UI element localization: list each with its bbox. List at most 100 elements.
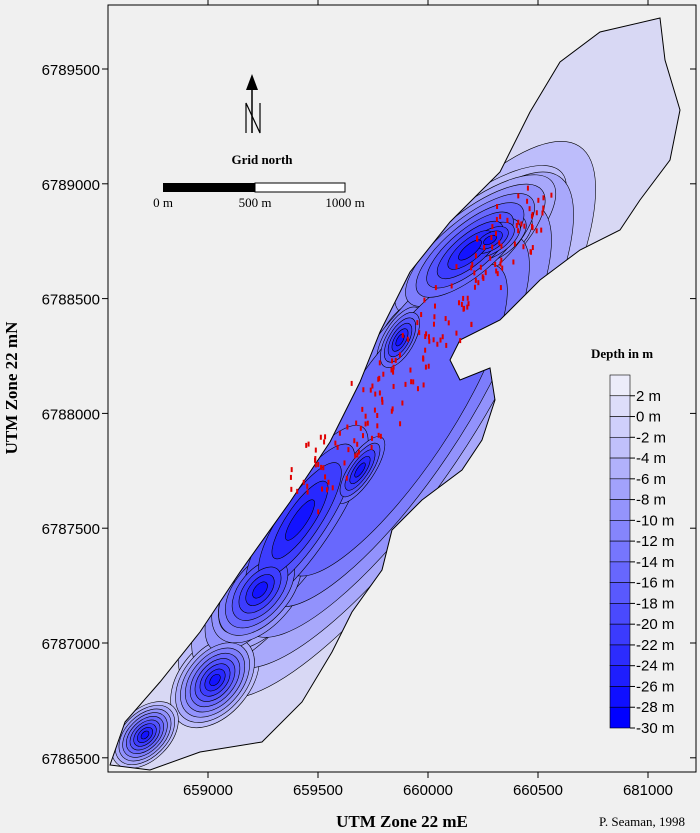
- sample-point: [390, 408, 393, 414]
- sample-point: [470, 265, 473, 271]
- sample-point: [394, 357, 397, 363]
- sample-point: [359, 425, 362, 431]
- sample-point: [412, 379, 415, 385]
- legend-swatch: [609, 395, 631, 417]
- sample-point: [523, 223, 526, 229]
- legend-swatch: [609, 416, 631, 438]
- sample-point: [526, 185, 529, 191]
- sample-point: [353, 438, 356, 444]
- sample-point: [424, 334, 427, 340]
- x-axis-title: UTM Zone 22 mE: [336, 812, 468, 831]
- sample-point: [378, 360, 381, 366]
- sample-point: [462, 306, 465, 312]
- depth-contour: [354, 462, 366, 478]
- sample-point: [334, 440, 337, 446]
- sample-point: [439, 337, 442, 343]
- legend-label: -10 m: [636, 512, 674, 529]
- sample-point: [361, 406, 364, 412]
- sample-point: [317, 509, 320, 515]
- sample-point: [535, 228, 538, 234]
- sample-point: [490, 235, 493, 241]
- sample-point: [322, 465, 325, 471]
- sample-point: [541, 210, 544, 216]
- legend-label: -28 m: [636, 699, 674, 716]
- sample-point: [526, 198, 529, 204]
- scale-label: 0 m: [153, 195, 173, 210]
- sample-point: [370, 444, 373, 450]
- sample-point: [483, 244, 486, 250]
- sample-point: [499, 261, 502, 267]
- sample-point: [466, 304, 469, 310]
- sample-point: [513, 241, 516, 247]
- legend-label: -8 m: [636, 492, 666, 509]
- sample-point: [371, 383, 374, 389]
- sample-point: [373, 407, 376, 413]
- depth-contour: [483, 234, 497, 246]
- sample-point: [392, 369, 395, 375]
- legend-swatch: [609, 457, 631, 480]
- legend-label: 0 m: [636, 409, 661, 426]
- sample-point: [496, 271, 499, 277]
- sample-point: [320, 464, 323, 470]
- sample-point: [314, 456, 317, 462]
- sample-point: [535, 210, 538, 216]
- sample-point: [336, 444, 339, 450]
- sample-point: [356, 441, 359, 447]
- legend-swatch: [609, 436, 631, 459]
- legend-label: -12 m: [636, 533, 674, 550]
- sample-point: [392, 383, 395, 389]
- sample-point: [528, 206, 531, 212]
- sample-point: [515, 222, 518, 228]
- legend-label: -6 m: [636, 471, 666, 488]
- sample-point: [433, 303, 436, 309]
- sample-point: [382, 371, 385, 377]
- depth-contour: [285, 499, 315, 541]
- sample-point: [381, 396, 384, 402]
- sample-point: [401, 400, 404, 406]
- sample-point: [455, 330, 458, 336]
- sample-point: [366, 420, 369, 426]
- sample-point: [542, 195, 545, 201]
- scale-bar: [163, 182, 346, 193]
- sample-point: [529, 249, 532, 255]
- sample-point: [520, 221, 523, 227]
- sample-point: [327, 479, 330, 485]
- x-tick-label: 660500: [513, 782, 563, 799]
- sample-point: [428, 338, 431, 344]
- sample-point: [517, 193, 520, 199]
- sample-point: [362, 387, 365, 393]
- legend-swatch: [609, 665, 631, 687]
- sample-point: [427, 363, 430, 369]
- sample-point: [542, 205, 545, 211]
- legend-label: -30 m: [636, 720, 674, 737]
- legend-swatch: [609, 686, 631, 708]
- sample-point: [550, 192, 553, 198]
- sample-point: [531, 245, 534, 251]
- sample-point: [466, 295, 469, 301]
- sample-point: [540, 227, 543, 233]
- sample-point: [494, 230, 497, 236]
- sample-point: [418, 330, 421, 336]
- sample-point: [512, 259, 515, 265]
- sample-point: [376, 412, 379, 418]
- sample-point: [432, 337, 435, 343]
- sample-point: [537, 197, 540, 203]
- sample-point: [462, 295, 465, 301]
- sample-point: [326, 487, 329, 493]
- legend-swatch: [609, 374, 631, 397]
- shoreline: [109, 17, 681, 771]
- sample-point: [470, 321, 473, 327]
- legend-label: -18 m: [636, 595, 674, 612]
- sample-point: [517, 219, 520, 225]
- sample-point: [495, 216, 498, 222]
- sample-point: [409, 367, 412, 373]
- depth-contour: [140, 730, 150, 740]
- sample-point: [354, 453, 357, 459]
- sample-point: [425, 331, 428, 337]
- sample-point: [364, 413, 367, 419]
- sample-point: [338, 430, 341, 436]
- sample-point: [345, 475, 348, 481]
- sample-point: [391, 358, 394, 364]
- sample-point: [390, 367, 393, 373]
- legend-label: -4 m: [636, 450, 666, 467]
